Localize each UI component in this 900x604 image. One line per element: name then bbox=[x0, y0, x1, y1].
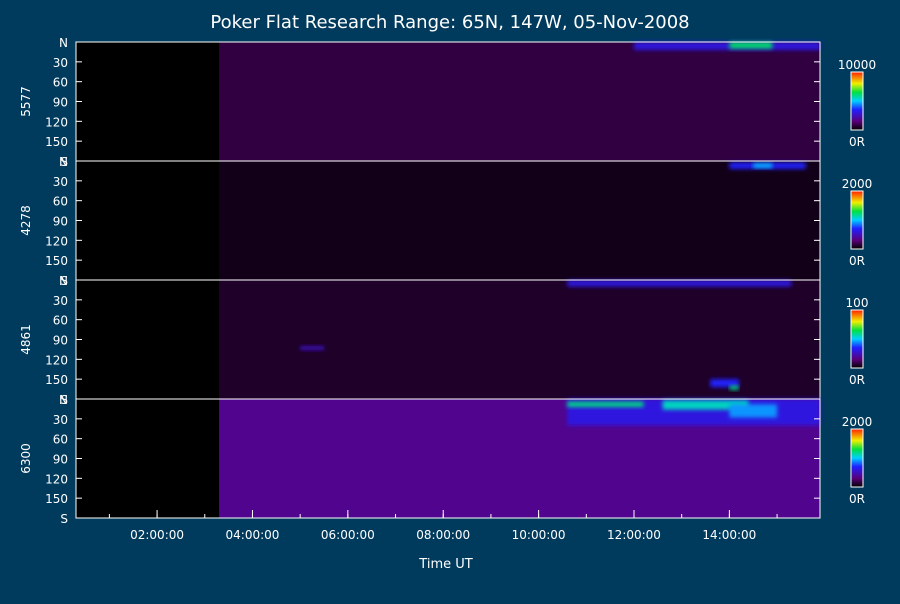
y-tick-label: 60 bbox=[53, 195, 68, 209]
y-tick-label: N bbox=[59, 274, 68, 288]
x-tick-label: 04:00:00 bbox=[226, 528, 280, 542]
panel-5577: N 30 60 90 120 150 S 5577 10000 0R bbox=[19, 36, 876, 169]
y-tick-label: 120 bbox=[45, 472, 68, 486]
panel-6300: N 30 60 90 120 150 S 6300 2000 0R bbox=[19, 393, 872, 526]
emission-region bbox=[634, 42, 820, 50]
colorbar-min-label: 0R bbox=[849, 254, 865, 268]
colorbar bbox=[850, 428, 864, 488]
y-tick-label: 90 bbox=[53, 453, 68, 467]
emission-region bbox=[729, 385, 739, 390]
chart-title: Poker Flat Research Range: 65N, 147W, 05… bbox=[210, 12, 689, 33]
y-tick-label: 60 bbox=[53, 314, 68, 328]
y-tick-label: N bbox=[59, 393, 68, 407]
y-tick-label: S bbox=[60, 274, 68, 288]
panel-4861: N 30 60 90 120 150 S 4861 100 0R bbox=[19, 274, 868, 407]
emission-region bbox=[219, 42, 821, 161]
colorbar-min-label: 0R bbox=[849, 492, 865, 506]
panel-wavelength-label: 6300 bbox=[19, 443, 33, 474]
x-tick-label: 02:00:00 bbox=[130, 528, 184, 542]
y-tick-label: N bbox=[59, 155, 68, 169]
panel-wavelength-label: 4278 bbox=[19, 205, 33, 236]
y-tick-label: S bbox=[60, 512, 68, 526]
y-tick-label: 30 bbox=[53, 294, 68, 308]
y-tick-label: 90 bbox=[53, 215, 68, 229]
y-tick-label: 150 bbox=[45, 492, 68, 506]
panel-4278: N 30 60 90 120 150 S 4278 2000 0R bbox=[19, 155, 872, 288]
colorbar bbox=[850, 309, 864, 369]
y-tick-label: N bbox=[59, 36, 68, 50]
colorbar-max-label: 2000 bbox=[842, 415, 873, 429]
panel-wavelength-label: 5577 bbox=[19, 86, 33, 117]
panel-wavelength-label: 4861 bbox=[19, 324, 33, 355]
y-tick-label: 60 bbox=[53, 433, 68, 447]
y-tick-label: 30 bbox=[53, 175, 68, 189]
colorbar-max-label: 10000 bbox=[838, 58, 876, 72]
emission-region bbox=[729, 404, 778, 418]
y-tick-label: 120 bbox=[45, 234, 68, 248]
y-tick-label: S bbox=[60, 155, 68, 169]
y-tick-label: 120 bbox=[45, 115, 68, 129]
colorbar-max-label: 2000 bbox=[842, 177, 873, 191]
colorbar-min-label: 0R bbox=[849, 135, 865, 149]
y-tick-label: 30 bbox=[53, 56, 68, 70]
x-tick-label: 08:00:00 bbox=[416, 528, 470, 542]
emission-region bbox=[300, 346, 324, 351]
emission-region bbox=[662, 400, 749, 410]
y-tick-label: 30 bbox=[53, 413, 68, 427]
emission-region bbox=[729, 42, 773, 49]
colorbar bbox=[850, 71, 864, 131]
colorbar-min-label: 0R bbox=[849, 373, 865, 387]
x-tick-label: 10:00:00 bbox=[512, 528, 566, 542]
colorbar-max-label: 100 bbox=[846, 296, 869, 310]
y-tick-label: 60 bbox=[53, 76, 68, 90]
emission-region bbox=[567, 401, 644, 407]
y-tick-label: 120 bbox=[45, 353, 68, 367]
emission-region bbox=[219, 161, 821, 280]
y-tick-label: S bbox=[60, 393, 68, 407]
y-tick-label: 150 bbox=[45, 135, 68, 149]
x-axis-label: Time UT bbox=[418, 557, 472, 572]
y-tick-label: 90 bbox=[53, 96, 68, 110]
x-tick-label: 14:00:00 bbox=[702, 528, 756, 542]
y-tick-label: 150 bbox=[45, 373, 68, 387]
colorbar bbox=[850, 190, 864, 250]
emission-region bbox=[753, 163, 773, 168]
emission-region bbox=[567, 280, 792, 287]
y-tick-label: 90 bbox=[53, 334, 68, 348]
x-tick-label: 12:00:00 bbox=[607, 528, 661, 542]
y-tick-label: 150 bbox=[45, 254, 68, 268]
emission-region bbox=[710, 379, 739, 388]
x-tick-label: 06:00:00 bbox=[321, 528, 375, 542]
